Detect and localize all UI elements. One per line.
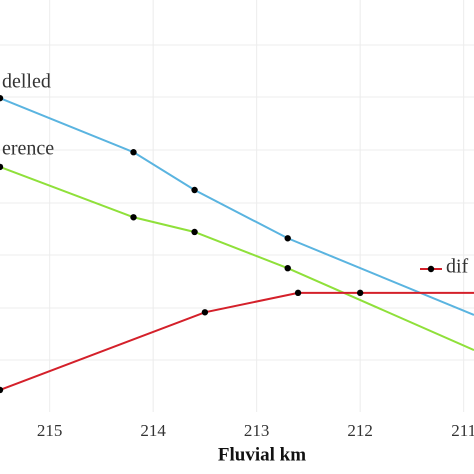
point: [294, 289, 302, 297]
series-line: [0, 291, 474, 391]
x-tick-label: 213: [244, 421, 270, 440]
series-label: erence: [2, 138, 54, 160]
point: [201, 309, 209, 316]
point: [356, 289, 364, 297]
point: [130, 149, 137, 156]
series-label: delled: [2, 71, 51, 93]
x-tick-label: 215: [37, 421, 63, 440]
legend-marker: [427, 265, 435, 273]
point: [191, 228, 198, 236]
point: [0, 94, 4, 102]
h-grid: [0, 44, 474, 361]
point: [284, 235, 291, 242]
x-tick-label: 211: [451, 421, 474, 440]
point: [0, 386, 4, 394]
x-tick-label: 214: [140, 421, 166, 440]
series-line: [0, 165, 474, 351]
x-tick-label: 212: [347, 421, 373, 440]
point: [284, 264, 291, 272]
x-axis-title: Fluvial km: [218, 444, 306, 465]
point: [0, 163, 4, 171]
point: [191, 186, 198, 194]
point: [130, 214, 137, 221]
series-line: [0, 97, 474, 316]
legend-label: dif: [446, 256, 469, 278]
